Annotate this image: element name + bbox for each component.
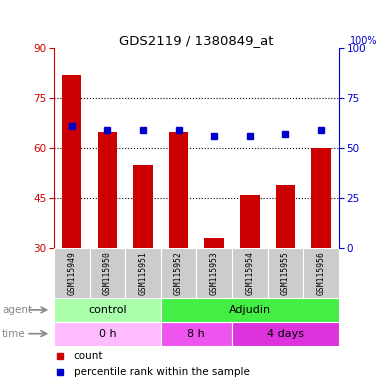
Bar	[311, 148, 331, 248]
Bar	[161, 298, 339, 322]
Bar	[54, 248, 90, 298]
Text: GSM115953: GSM115953	[210, 251, 219, 295]
Title: GDS2119 / 1380849_at: GDS2119 / 1380849_at	[119, 34, 274, 47]
Bar	[90, 248, 125, 298]
Bar	[276, 185, 295, 248]
Text: Adjudin: Adjudin	[229, 305, 271, 315]
Bar	[268, 248, 303, 298]
Bar	[240, 195, 259, 248]
Text: GSM115955: GSM115955	[281, 251, 290, 295]
Text: GSM115950: GSM115950	[103, 251, 112, 295]
Bar	[204, 238, 224, 248]
Bar	[161, 248, 196, 298]
Text: 8 h: 8 h	[187, 329, 205, 339]
Bar	[97, 132, 117, 248]
Bar	[133, 165, 153, 248]
Text: GSM115952: GSM115952	[174, 251, 183, 295]
Text: time: time	[2, 329, 25, 339]
Text: GSM115951: GSM115951	[139, 251, 147, 295]
Bar	[303, 248, 339, 298]
Text: control: control	[88, 305, 127, 315]
Text: agent: agent	[2, 305, 32, 315]
Text: count: count	[74, 351, 103, 361]
Bar	[232, 322, 339, 346]
Bar	[161, 322, 232, 346]
Bar	[54, 298, 161, 322]
Bar	[232, 248, 268, 298]
Text: 0 h: 0 h	[99, 329, 116, 339]
Text: GSM115956: GSM115956	[316, 251, 325, 295]
Bar	[125, 248, 161, 298]
Bar	[62, 75, 82, 248]
Bar	[169, 132, 188, 248]
Text: percentile rank within the sample: percentile rank within the sample	[74, 367, 250, 377]
Text: 100%: 100%	[350, 36, 378, 46]
Text: 4 days: 4 days	[267, 329, 304, 339]
Text: GSM115949: GSM115949	[67, 251, 76, 295]
Text: GSM115954: GSM115954	[245, 251, 254, 295]
Bar	[54, 322, 161, 346]
Bar	[196, 248, 232, 298]
